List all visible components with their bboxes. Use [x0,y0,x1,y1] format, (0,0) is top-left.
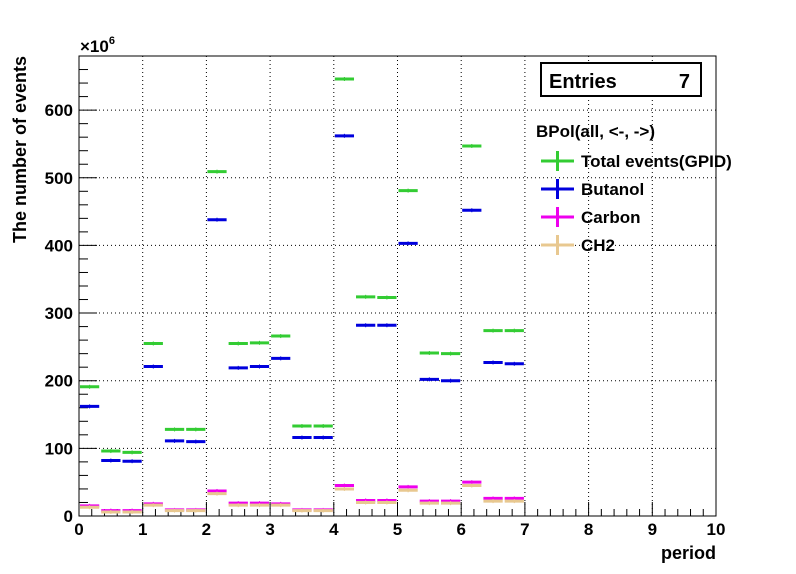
legend-label: Total events(GPID) [581,152,732,171]
series-butanol [80,133,524,464]
y-multiplier: ×106 [80,35,115,56]
legend-header: BPol(all, <-, ->) [536,122,655,141]
x-tick-label: 8 [584,520,593,539]
axis-ticks [78,55,717,517]
legend-label: Carbon [581,208,641,227]
x-tick-label: 7 [520,520,529,539]
y-tick-label: 400 [45,236,73,255]
legend-label: Butanol [581,180,644,199]
y-tick-label: 600 [45,101,73,120]
legend-entry: Carbon [541,207,641,227]
x-tick-label: 3 [265,520,274,539]
stats-box: Entries 7 [540,62,702,97]
y-tick-label: 500 [45,169,73,188]
legend: BPol(all, <-, ->) Total events(GPID) Buta… [536,122,732,255]
series-ch2 [80,483,524,514]
legend-entries: Total events(GPID) Butanol Carbon CH2 [541,151,732,255]
legend-entry: Total events(GPID) [541,151,732,171]
x-tick-label: 0 [74,520,83,539]
x-axis-label: period [661,543,716,563]
x-tick-label: 10 [707,520,726,539]
grid [79,56,716,516]
x-tick-label: 9 [648,520,657,539]
y-tick-label: 0 [64,507,73,526]
y-tick-label: 200 [45,372,73,391]
series-total-events-gpid [80,77,524,455]
x-tick-label: 1 [138,520,147,539]
stats-box-value: 7 [679,71,690,93]
series-layer [80,77,524,514]
x-tick-label: 6 [456,520,465,539]
y-tick-label: 100 [45,439,73,458]
stats-box-label: Entries [549,71,617,93]
x-tick-label: 4 [329,520,339,539]
y-tick-label: 300 [45,304,73,323]
y-axis-label: The number of events [10,56,30,243]
legend-entry: Butanol [541,179,644,199]
legend-label: CH2 [581,236,615,255]
legend-entry: CH2 [541,235,615,255]
x-tick-label: 5 [393,520,402,539]
x-tick-label: 2 [202,520,211,539]
